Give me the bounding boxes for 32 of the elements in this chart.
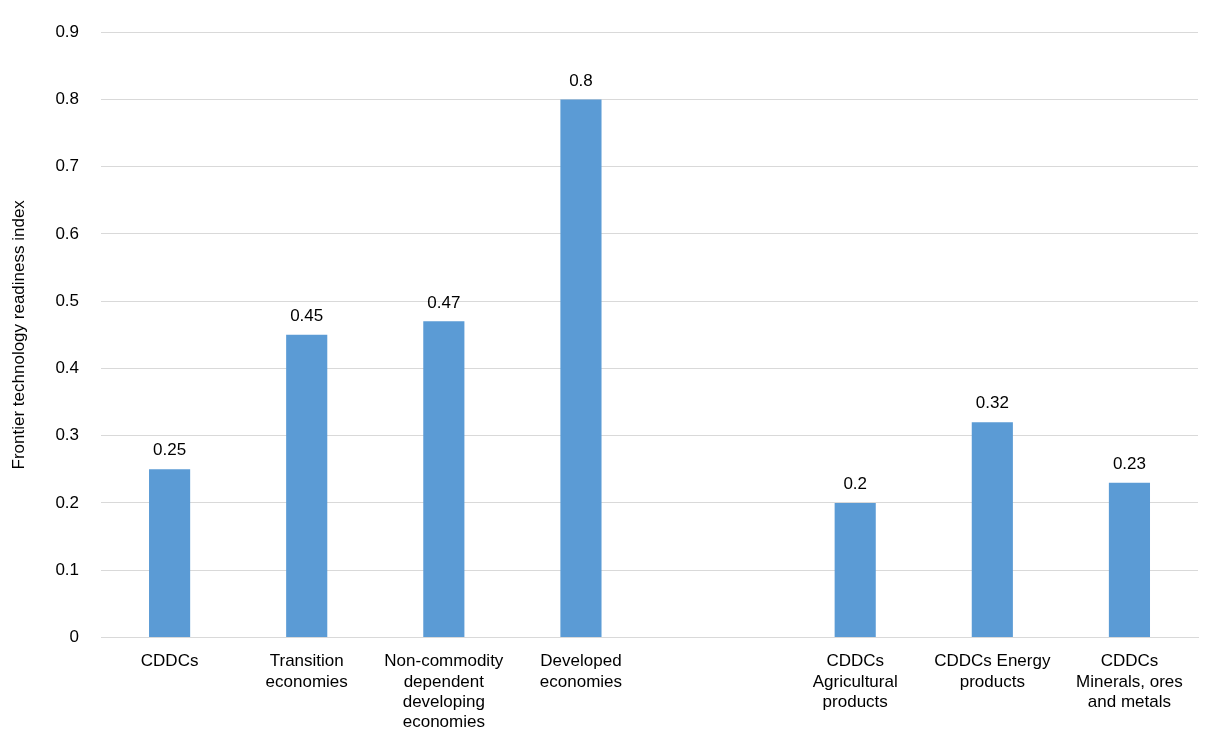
bar [834, 502, 876, 637]
x-tick-label: Developed economies [539, 651, 623, 691]
bar [1108, 482, 1151, 637]
data-label: 0.8 [569, 70, 593, 90]
x-tick-label: Non-commodity dependent developing economies [384, 651, 504, 732]
bar [149, 469, 191, 637]
bar [560, 99, 602, 637]
x-tick-label: CDDCs [140, 651, 199, 671]
data-label: 0.23 [1112, 453, 1146, 473]
y-tick-label: 0.7 [55, 156, 80, 176]
y-tick-label: 0.8 [55, 89, 80, 109]
data-label: 0.47 [427, 292, 461, 312]
y-tick-label: 0.3 [55, 425, 80, 445]
y-tick-label: 0.5 [55, 290, 80, 310]
x-tick-label: CDDCs Energy products [934, 651, 1051, 691]
y-tick-label: 0.2 [55, 492, 80, 512]
x-tick-label: CDDCs Agricultural products [812, 651, 898, 712]
y-tick-label: 0 [69, 627, 80, 647]
data-label: 0.32 [975, 393, 1009, 413]
bar [286, 334, 328, 637]
y-tick-label: 0.9 [55, 21, 80, 41]
bar [971, 422, 1013, 637]
bar [423, 321, 465, 637]
y-axis-title: Frontier technology readiness index [8, 199, 28, 470]
y-tick-label: 0.6 [55, 223, 80, 243]
data-label: 0.25 [153, 440, 187, 460]
data-label: 0.2 [843, 474, 868, 494]
data-label: 0.45 [290, 305, 324, 325]
x-tick-label: CDDCs Minerals, ores and metals [1076, 651, 1183, 712]
x-tick-label: Transition economies [265, 651, 348, 691]
y-tick-label: 0.1 [55, 559, 80, 579]
y-tick-label: 0.4 [55, 358, 80, 378]
